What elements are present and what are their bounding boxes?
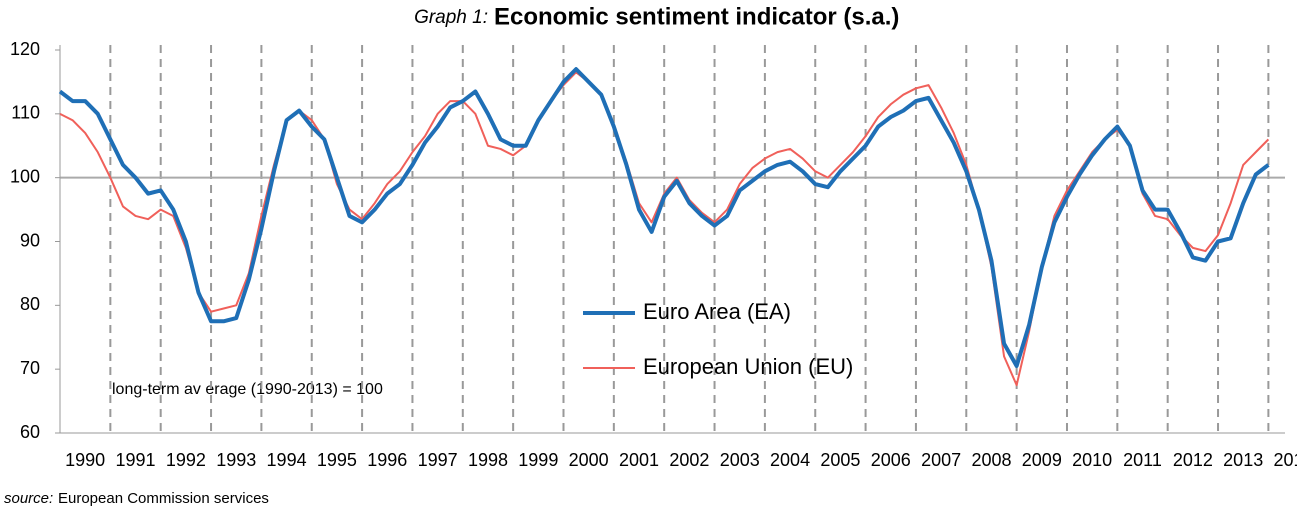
source: European Commission services	[58, 490, 269, 507]
legend-label: European Union (EU)	[643, 354, 853, 379]
y-tick-label: 80	[20, 294, 40, 314]
x-tick-label: 1995	[317, 450, 357, 470]
y-tick-label: 60	[20, 422, 40, 442]
x-tick-label: 2007	[921, 450, 961, 470]
x-tick-label: 2012	[1173, 450, 1213, 470]
x-tick-label: 2001	[619, 450, 659, 470]
series-line	[58, 67, 1270, 368]
x-tick-label: 2002	[669, 450, 709, 470]
y-tick-label: 100	[10, 166, 40, 186]
y-tick-label: 110	[11, 103, 40, 123]
x-tick-label: 2009	[1022, 450, 1062, 470]
x-tick-label: 2013	[1223, 450, 1263, 470]
x-tick-label: 1996	[367, 450, 407, 470]
x-tick-label: 2004	[770, 450, 810, 470]
x-tick-label: 2008	[971, 450, 1011, 470]
chart-title: Economic sentiment indicator (s.a.)	[494, 3, 899, 30]
x-tick-label: 2005	[820, 450, 860, 470]
x-tick-label: 1997	[418, 450, 458, 470]
x-tick-label: 2006	[871, 450, 911, 470]
x-tick-label: 2014	[1274, 450, 1297, 470]
x-tick-label: 2003	[720, 450, 760, 470]
y-tick-label: 70	[20, 358, 40, 378]
x-tick-label: 2011	[1123, 450, 1162, 470]
y-tick-label: 120	[10, 39, 40, 59]
legend-label: Euro Area (EA)	[643, 299, 791, 324]
title-prefix: Graph 1:	[414, 7, 488, 28]
y-tick-label: 90	[20, 230, 40, 250]
x-tick-label: 2000	[569, 450, 609, 470]
source-prefix: source:	[4, 490, 53, 507]
x-tick-label: 1990	[65, 450, 105, 470]
x-tick-label: 1991	[116, 450, 156, 470]
annotation: long-term av erage (1990-2013) = 100	[112, 381, 383, 398]
x-tick-label: 1999	[518, 450, 558, 470]
x-tick-label: 1993	[216, 450, 256, 470]
x-tick-label: 1994	[267, 450, 307, 470]
x-tick-label: 1998	[468, 450, 508, 470]
x-tick-label: 2010	[1072, 450, 1112, 470]
x-tick-label: 1992	[166, 450, 206, 470]
